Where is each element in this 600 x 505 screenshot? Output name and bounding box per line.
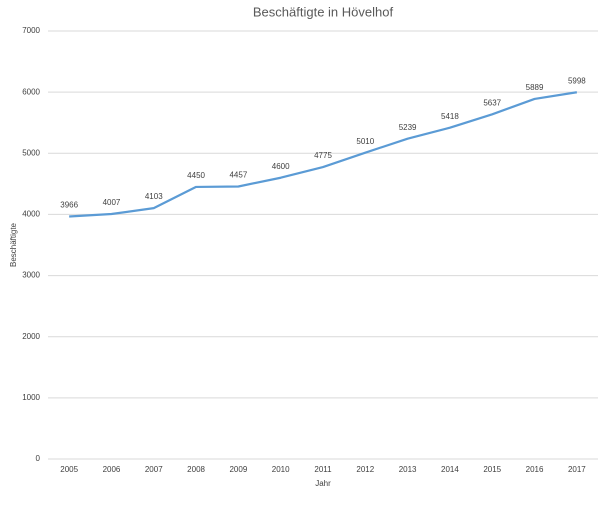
x-axis-title: Jahr	[315, 479, 331, 488]
x-tick-label: 2013	[399, 465, 417, 474]
chart-title: Beschäftigte in Hövelhof	[253, 4, 394, 19]
x-tick-label: 2008	[187, 465, 205, 474]
data-label: 4103	[145, 192, 163, 201]
data-label: 3966	[60, 201, 78, 210]
y-tick-label: 2000	[22, 332, 40, 341]
y-tick-label: 4000	[22, 210, 40, 219]
data-label: 4457	[229, 171, 247, 180]
y-tick-label: 0	[36, 454, 41, 463]
x-tick-label: 2011	[314, 465, 332, 474]
x-tick-label: 2016	[526, 465, 544, 474]
data-label: 4600	[272, 162, 290, 171]
y-tick-label: 7000	[22, 26, 40, 35]
data-label: 5998	[568, 76, 586, 85]
x-tick-label: 2005	[60, 465, 78, 474]
data-label: 5010	[356, 137, 374, 146]
data-label: 4775	[314, 151, 332, 160]
data-label: 5418	[441, 112, 459, 121]
x-tick-label: 2017	[568, 465, 586, 474]
y-axis-title: Beschäftigte	[9, 222, 18, 267]
line-series	[69, 91, 578, 218]
y-tick-label: 5000	[22, 148, 40, 157]
x-tick-label: 2014	[441, 465, 459, 474]
x-tick-label: 2012	[356, 465, 374, 474]
data-label: 5239	[399, 123, 417, 132]
x-tick-label: 2007	[145, 465, 163, 474]
x-tick-label: 2010	[272, 465, 290, 474]
y-tick-label: 3000	[22, 271, 40, 280]
y-tick-label: 6000	[22, 87, 40, 96]
x-tick-label: 2015	[483, 465, 501, 474]
data-label: 4450	[187, 171, 205, 180]
data-label: 4007	[103, 198, 121, 207]
data-label: 5637	[483, 98, 501, 107]
x-tick-label: 2009	[229, 465, 247, 474]
y-tick-label: 1000	[22, 393, 40, 402]
x-tick-label: 2006	[103, 465, 121, 474]
data-label: 5889	[526, 83, 544, 92]
